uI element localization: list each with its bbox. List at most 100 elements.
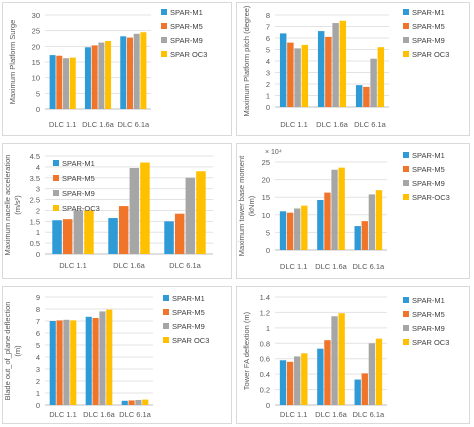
bar-spar-m1	[317, 348, 324, 405]
y-tick-label: 0	[266, 103, 270, 112]
legend-label: SPAR-OC3	[412, 193, 450, 202]
y-axis-label: Maximum Platform Surge	[8, 20, 17, 105]
legend-label: SPAR-M9	[412, 324, 445, 333]
legend-swatch	[403, 166, 409, 172]
bar-spar-m1	[49, 321, 56, 405]
bar-spar-m5	[174, 213, 185, 254]
category-label: DLC 1.6a	[113, 261, 146, 270]
legend-label: SPAR-M9	[62, 189, 95, 198]
bar-spar-oc3	[140, 162, 150, 254]
y-tick-label: 3.5	[30, 174, 40, 183]
legend-swatch	[163, 309, 169, 315]
y-tick-label: 4	[36, 163, 40, 172]
y-tick-label: 1	[36, 228, 40, 237]
bar-spar-m5	[118, 206, 129, 254]
y-tick-label: 4	[266, 57, 270, 66]
legend-swatch	[403, 51, 409, 57]
bar-spar-m1	[108, 218, 118, 254]
bar-spar-m5	[361, 373, 368, 405]
bar-spar-oc3	[196, 171, 206, 254]
legend-label: SPAR-M1	[412, 151, 445, 160]
y-tick-label: 0	[36, 401, 40, 410]
bar-spar-m1	[354, 226, 361, 250]
bar-spar-m5	[361, 221, 368, 250]
bar-spar-oc3	[70, 320, 77, 405]
legend-swatch	[403, 339, 409, 345]
bar-spar-m9	[185, 177, 196, 254]
y-tick-label: 5	[36, 89, 40, 98]
category-label: DLC 6.1a	[354, 120, 387, 129]
bar-spar-oc3	[301, 44, 309, 107]
bar-spar-m1	[279, 211, 287, 250]
bar-spar-oc3	[301, 205, 308, 250]
legend-label: SPAR-M1	[62, 159, 95, 168]
bar-spar-m1	[279, 360, 287, 405]
legend-label: SPAR-M1	[412, 8, 445, 17]
legend-label: SPAR-M1	[172, 294, 205, 303]
bar-spar-m1	[85, 316, 92, 405]
legend-swatch	[403, 194, 409, 200]
category-label: DLC 6.1a	[352, 262, 385, 271]
y-tick-label: 8	[266, 11, 270, 20]
y-tick-label: 0	[266, 401, 270, 410]
legend-label: SPAR-M1	[412, 296, 445, 305]
y-tick-label: 3	[266, 69, 270, 78]
y-tick-label: 10	[32, 74, 40, 83]
category-label: DLC 1.1	[280, 120, 308, 129]
bar-spar-m5	[56, 55, 63, 109]
legend-swatch	[161, 37, 167, 43]
y-tick-label: 25	[262, 158, 270, 167]
bar-spar-m9	[294, 356, 301, 405]
y-tick-label: 0.4	[260, 370, 270, 379]
bar-spar-m5	[92, 318, 99, 405]
y-tick-label: 0	[36, 250, 40, 259]
category-label: DLC 1.1	[59, 261, 87, 270]
bar-spar-m9	[133, 33, 140, 109]
category-label: DLC 1.1	[280, 262, 308, 271]
legend-swatch	[403, 325, 409, 331]
legend-swatch	[161, 23, 167, 29]
legend-swatch	[53, 190, 59, 196]
bar-spar-oc3	[105, 41, 112, 109]
legend-swatch	[163, 323, 169, 329]
y-tick-label: 1.4	[260, 293, 270, 302]
legend-label: SPAR-M9	[412, 179, 445, 188]
legend-label: SPAR-M9	[412, 36, 445, 45]
y-tick-label: 0	[266, 246, 270, 255]
legend-swatch	[403, 23, 409, 29]
bar-spar-m5	[324, 192, 331, 250]
bar-spar-oc3	[338, 313, 345, 405]
legend-label: SPAR OC3	[412, 50, 449, 59]
chart-panel-pitch: 0 1 2 3 4 5 6 7 8 Maximum Platform pitch (degree)…	[236, 2, 470, 136]
y-axis-label: (m/s²)	[13, 195, 22, 215]
bar-spar-m5	[91, 45, 98, 109]
legend-swatch	[161, 51, 167, 57]
legend-label: SPAR-M5	[62, 174, 95, 183]
legend-label: SPAR-M5	[172, 308, 205, 317]
bar-spar-oc3	[375, 190, 383, 250]
y-tick-label: 3	[36, 365, 40, 374]
chart-svg-nacelle-acceleration: 0 0.5 1 1.5 22.5 3 3.5 4 4.5 Maximum nacelle acce…	[3, 152, 213, 270]
bar-spar-m5	[287, 42, 294, 107]
y-tick-label: 2	[266, 80, 270, 89]
bar-spar-oc3	[301, 353, 308, 405]
bar-spar-m9	[368, 194, 376, 250]
category-label: DLC 1.6a	[83, 410, 116, 419]
bar-spar-m5	[363, 86, 370, 107]
legend-label: SPAR OC3	[412, 338, 449, 347]
bar-spar-m1	[120, 36, 127, 109]
y-tick-label: 5	[36, 341, 40, 350]
y-tick-label: 0.8	[260, 339, 270, 348]
legend-swatch	[403, 9, 409, 15]
y-tick-label: 0.2	[260, 386, 270, 395]
category-label: DLC 1.1	[49, 120, 77, 129]
bar-spar-m5	[286, 361, 294, 405]
bar-spar-m1	[52, 220, 62, 254]
legend-swatch	[403, 37, 409, 43]
y-tick-label: 15	[32, 58, 40, 67]
chart-panel-tower-fa-deflection: 0 0.2 0.4 0.6 0.8 1 1.2 1.4 Tower FA deflextion …	[236, 286, 470, 424]
y-tick-label: 6	[266, 34, 270, 43]
legend-swatch	[163, 295, 169, 301]
chart-panel-surge: 0 5 10 15 20 25 30 Maximum Platform Surge DLC 1.…	[2, 2, 232, 136]
category-label: DLC 6.1a	[352, 410, 385, 419]
